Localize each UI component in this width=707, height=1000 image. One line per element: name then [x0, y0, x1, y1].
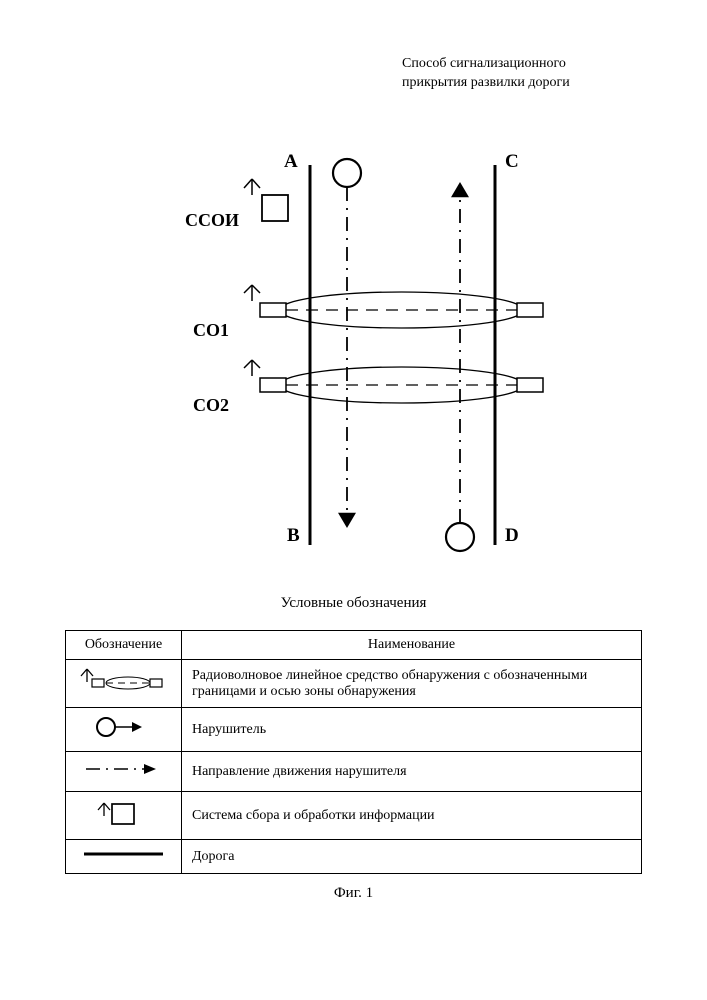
label-co2: CO2 — [193, 395, 229, 416]
legend-row: Радиоволновое линейное средство обнаруже… — [66, 660, 642, 708]
page-title: Способ сигнализационного прикрытия разви… — [402, 55, 622, 93]
legend-name: Система сбора и обработки информации — [182, 792, 642, 840]
legend-symbol-ssoi — [66, 792, 182, 840]
legend-symbol-road — [66, 840, 182, 874]
legend-row: Направление движения нарушителя — [66, 752, 642, 792]
legend-name: Направление движения нарушителя — [182, 752, 642, 792]
label-ssoi: ССОИ — [185, 210, 239, 231]
figure-caption: Фиг. 1 — [0, 885, 707, 902]
legend-title: Условные обозначения — [0, 595, 707, 612]
legend-symbol-intruder — [66, 708, 182, 752]
legend-header-name: Наименование — [182, 631, 642, 660]
legend-name: Нарушитель — [182, 708, 642, 752]
legend-symbol-radiowave — [66, 660, 182, 708]
label-d: D — [505, 525, 519, 547]
label-c: C — [505, 151, 519, 173]
label-a: A — [284, 151, 298, 173]
legend-row: Нарушитель — [66, 708, 642, 752]
legend-header-symbol: Обозначение — [66, 631, 182, 660]
legend-row: Система сбора и обработки информации — [66, 792, 642, 840]
legend-table: Обозначение Наименование Радиоволновое л… — [65, 630, 642, 874]
label-b: B — [287, 525, 300, 547]
title-line-2: прикрытия развилки дороги — [402, 75, 570, 90]
diagram-area: A C B D ССОИ CO1 CO2 — [85, 155, 625, 555]
legend-header-row: Обозначение Наименование — [66, 631, 642, 660]
legend-row: Дорога — [66, 840, 642, 874]
legend-name: Радиоволновое линейное средство обнаруже… — [182, 660, 642, 708]
diagram-svg — [85, 155, 625, 555]
title-line-1: Способ сигнализационного — [402, 56, 566, 71]
legend-symbol-direction — [66, 752, 182, 792]
label-co1: CO1 — [193, 320, 229, 341]
legend-name: Дорога — [182, 840, 642, 874]
